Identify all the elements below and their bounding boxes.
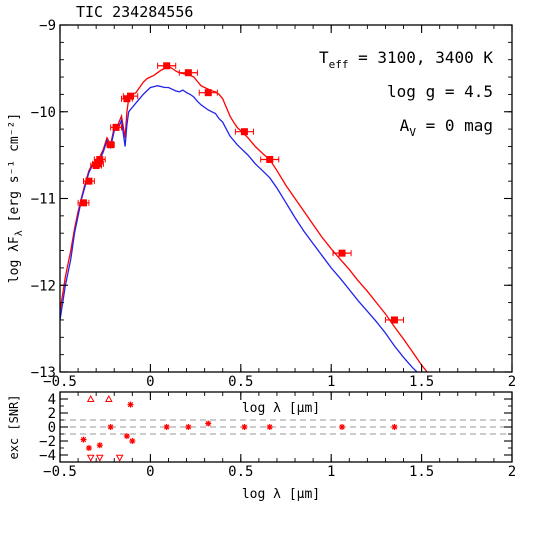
x-tick-label: −0.5 [43,464,77,480]
residual-upper-limit-marker [86,394,95,402]
x-tick-label: 1 [327,374,335,390]
x-tick-label: 0 [146,464,154,480]
photometry-point [94,160,102,168]
sed-axes: −0.5 0 0.5 1 1.5 2 −13 −12 −11 −10 −9 [31,18,517,390]
residual-point [80,436,87,443]
residual-point [391,424,398,430]
residual-points [80,394,398,462]
av-annotation: AV = 0 mag [400,116,493,139]
model-curve-cool [60,85,419,372]
y-tick-label: −11 [31,192,56,208]
residual-point [241,424,248,430]
photometry-points [77,62,405,324]
residual-point [85,445,92,451]
residual-dashed-levels [60,419,512,435]
residual-inner-label: log λ [μm] [242,401,320,416]
residual-x-axis-label: log λ [μm] [242,487,320,502]
teff-annotation: Teff = 3100, 3400 K [319,48,493,71]
residual-lower-limit-marker [86,454,95,462]
photometry-point [123,95,131,103]
sed-frame [59,24,513,373]
y-tick-label: −13 [31,365,56,381]
residual-upper-limit-marker [104,394,113,402]
sed-panel: −0.5 0 0.5 1 1.5 2 −13 −12 −11 −10 −9 Teff = 3100,… [7,18,516,390]
photometry-point [112,123,120,131]
residual-point [339,424,346,430]
x-tick-label: 1.5 [409,464,434,480]
residual-point [163,424,170,430]
residual-point [107,424,114,430]
logg-annotation: log g = 4.5 [387,82,493,101]
photometry-point [96,155,104,163]
model-curve-hot [60,65,428,372]
figure-title: TIC 234284556 [76,3,193,21]
y-tick-label: −10 [31,105,56,121]
residual-lower-limit-marker [95,454,104,462]
residual-point [129,438,136,444]
photometry-point [163,62,171,70]
x-tick-label: 1.5 [409,374,434,390]
x-tick-label: 0.5 [228,374,253,390]
x-tick-label: 0 [146,374,154,390]
photometry-point [127,92,135,100]
photometry-point [85,177,93,185]
photometry-point [80,199,88,207]
residual-point [123,433,130,440]
x-tick-label: 2 [508,464,516,480]
y-tick-label: 4 [48,392,56,408]
y-tick-label: −12 [31,278,56,294]
photometry-point [240,128,248,136]
y-tick-label: −4 [39,448,56,464]
photometry-point [204,89,212,97]
photometry-point [266,155,274,163]
photometry-point [338,249,346,257]
residual-point [266,424,273,430]
sed-y-axis-label: log λFλ [erg s⁻¹ cm⁻²] [7,113,25,283]
residual-lower-limit-marker [115,454,124,462]
photometry-point [107,141,115,149]
residual-point [127,401,134,408]
y-tick-label: −2 [39,434,56,450]
model-curves [60,65,428,372]
residual-y-axis-label: exc [SNR] [7,394,21,459]
residual-point [96,442,103,449]
photometry-point [184,69,192,77]
residual-point [185,424,192,430]
y-tick-label: −9 [39,18,56,34]
x-tick-label: −0.5 [43,374,77,390]
y-tick-label: 2 [48,406,56,422]
x-tick-label: 0.5 [228,464,253,480]
x-tick-label: 2 [508,374,516,390]
y-tick-label: 0 [48,420,56,436]
x-tick-label: 1 [327,464,335,480]
photometry-point [390,316,398,324]
residual-point [205,420,212,427]
